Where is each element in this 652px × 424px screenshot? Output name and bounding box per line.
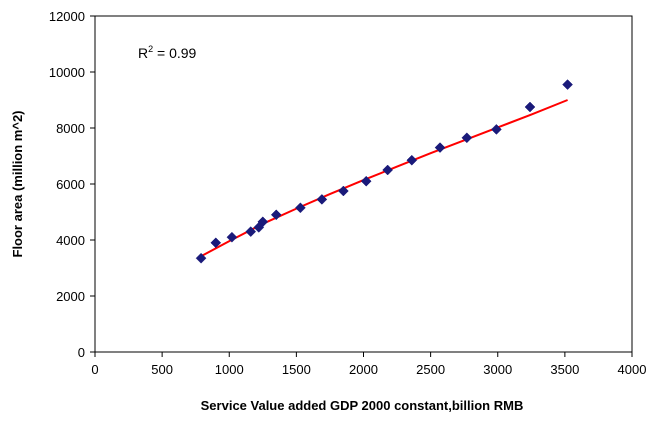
y-tick-label: 0	[78, 345, 85, 360]
data-point-diamond	[295, 202, 306, 214]
y-tick-label: 6000	[56, 177, 85, 192]
x-tick-label: 1500	[282, 362, 311, 377]
data-point-diamond	[382, 164, 394, 176]
data-point-diamond	[257, 216, 269, 228]
y-axis-title: Floor area (million m^2)	[10, 110, 25, 257]
x-tick-label: 3000	[483, 362, 512, 377]
r-squared-base: R	[138, 45, 148, 61]
axes	[90, 15, 633, 357]
data-point-diamond	[406, 154, 418, 166]
x-tick-label: 500	[151, 362, 173, 377]
x-tick-label: 2000	[349, 362, 378, 377]
r-squared-superscript: 2	[148, 44, 153, 54]
data-point-diamond	[524, 101, 536, 113]
y-tick-label: 2000	[56, 289, 85, 304]
data-point-diamond	[338, 185, 349, 197]
trendline-layer	[200, 99, 568, 258]
y-tick-label: 4000	[56, 233, 85, 248]
data-point-diamond	[461, 132, 473, 144]
data-point-diamond	[245, 226, 257, 237]
x-axis-title: Service Value added GDP 2000 constant,bi…	[201, 398, 524, 413]
y-tick-label: 8000	[56, 121, 85, 136]
tick-labels: 0 500 1000 1500 2000 2500 3000 3500 4000 0 2000 400…	[49, 9, 647, 377]
r-squared-value: = 0.99	[153, 45, 196, 61]
data-point-diamond	[562, 79, 573, 90]
y-tick-label: 12000	[49, 9, 85, 24]
r-squared-annotation: R2 = 0.99	[138, 44, 197, 61]
data-point-diamond	[210, 237, 222, 249]
data-point-diamond	[360, 175, 372, 187]
x-tick-label: 4000	[618, 362, 647, 377]
trendline	[200, 99, 568, 258]
data-point-diamond	[226, 231, 238, 243]
data-point-diamond	[491, 124, 502, 135]
data-points	[195, 79, 573, 264]
data-point-diamond	[195, 252, 207, 264]
x-tick-label: 2500	[416, 362, 445, 377]
y-tick-label: 10000	[49, 65, 85, 80]
x-tick-label: 1000	[215, 362, 244, 377]
data-point-diamond	[434, 142, 446, 153]
x-tick-label: 0	[91, 362, 98, 377]
plot-area-frame	[94, 15, 633, 353]
data-point-diamond	[270, 209, 282, 221]
data-point-diamond	[316, 194, 328, 205]
x-tick-label: 3500	[550, 362, 579, 377]
